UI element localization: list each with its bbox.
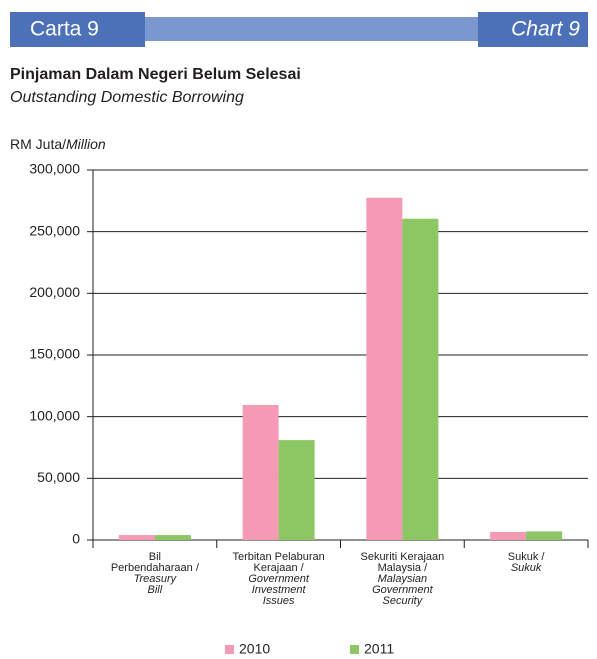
y-axis-label-english: Million <box>66 136 106 152</box>
bar <box>526 531 563 540</box>
x-tick-label: Treasury <box>134 573 178 585</box>
header-right-box <box>478 12 588 47</box>
bar <box>118 535 155 540</box>
bar <box>366 197 403 540</box>
legend-swatch <box>225 645 234 654</box>
bar <box>490 531 527 540</box>
header-left: Carta 9 <box>30 18 99 41</box>
bar <box>278 440 315 540</box>
x-tick-label: Sukuk / <box>508 551 546 563</box>
x-tick-label: Terbitan Pelaburan <box>232 551 324 563</box>
header-right: Chart 9 <box>511 18 580 41</box>
y-tick-label: 300,000 <box>29 161 80 177</box>
y-axis-label: RM Juta/Million <box>10 136 106 152</box>
x-tick-label: Sukuk <box>511 562 542 574</box>
header-left-box <box>10 12 145 47</box>
legend-label: 2010 <box>239 641 270 657</box>
legend-label: 2011 <box>364 641 394 657</box>
y-axis-label-malay: RM Juta/ <box>10 136 66 152</box>
y-tick-label: 250,000 <box>29 222 80 238</box>
legend-swatch <box>350 645 359 654</box>
y-tick-label: 100,000 <box>29 407 80 423</box>
chart-subtitle: Outstanding Domestic Borrowing <box>10 89 244 106</box>
x-tick-label: Government <box>248 573 309 585</box>
x-tick-label: Sekuriti Kerajaan <box>360 551 444 563</box>
y-tick-label: 50,000 <box>37 469 80 485</box>
chart-title: Pinjaman Dalam Negeri Belum Selesai <box>10 66 301 83</box>
x-tick-label: Security <box>383 595 424 607</box>
bar <box>242 404 279 540</box>
x-tick-label: Kerajaan / <box>254 562 305 574</box>
x-tick-label: Issues <box>263 595 295 607</box>
x-tick-label: Bill <box>148 584 163 596</box>
bar <box>402 218 439 540</box>
y-tick-label: 150,000 <box>29 346 80 362</box>
bar <box>154 535 191 540</box>
x-tick-label: Investment <box>252 584 307 596</box>
y-tick-label: 200,000 <box>29 284 80 300</box>
x-tick-label: Perbendaharaan / <box>111 562 200 574</box>
x-tick-label: Government <box>372 584 433 596</box>
x-tick-label: Bil <box>149 551 161 563</box>
x-tick-label: Malaysian <box>378 573 428 585</box>
x-tick-label: Malaysia / <box>378 562 428 574</box>
y-tick-label: 0 <box>72 531 80 547</box>
